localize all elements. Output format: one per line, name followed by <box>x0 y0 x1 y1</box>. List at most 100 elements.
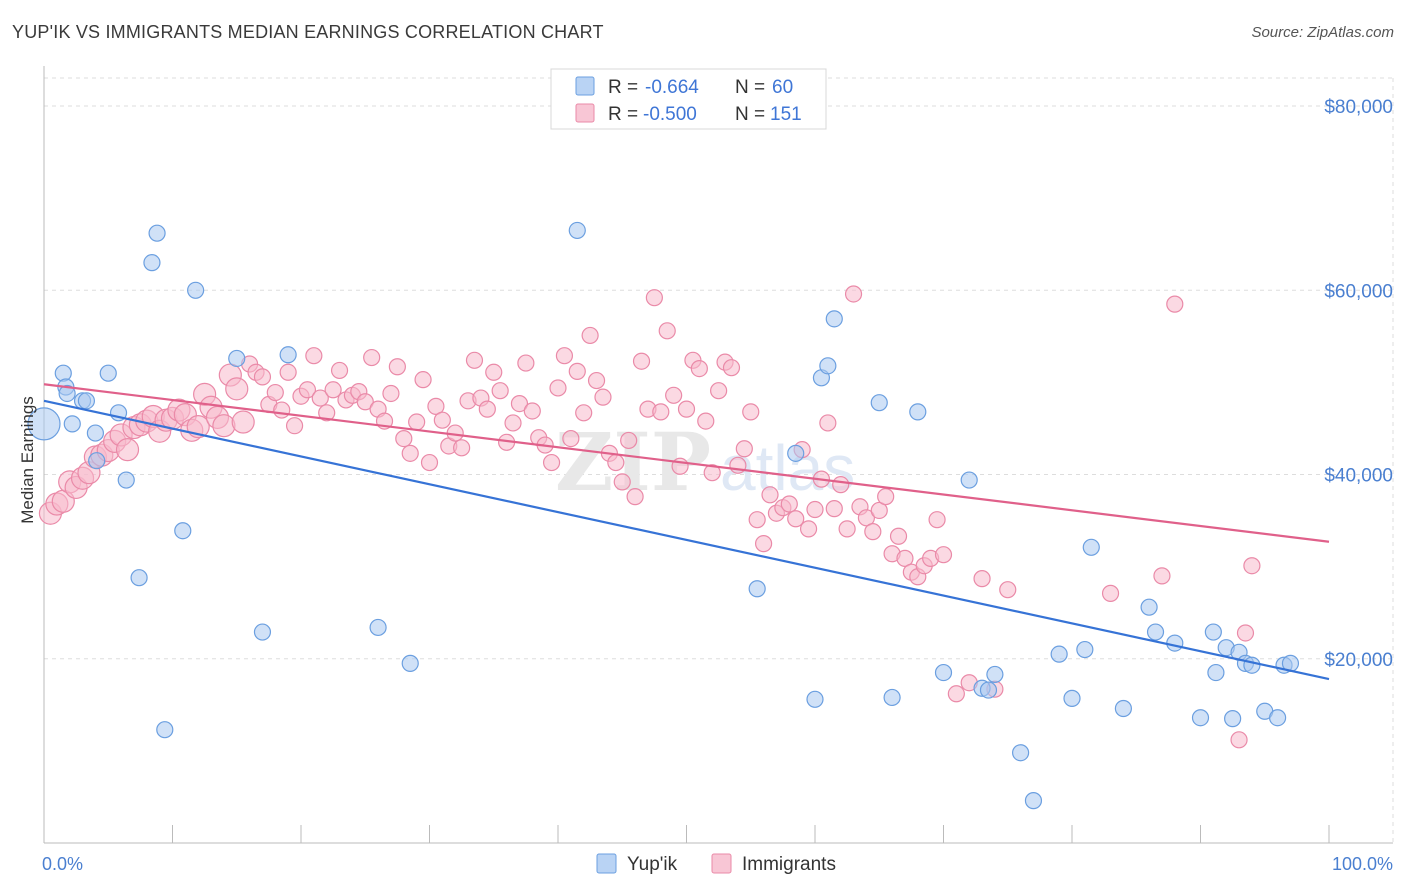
immigrants-point <box>761 486 779 504</box>
immigrants-point <box>710 382 728 400</box>
immigrants-point <box>311 389 329 407</box>
yupik-point <box>1243 656 1261 674</box>
immigrants-point <box>1230 731 1248 749</box>
x-max-label: 100.0% <box>1332 854 1393 874</box>
yupik-point <box>1082 538 1100 556</box>
immigrants-point <box>999 581 1017 599</box>
immigrants-point <box>356 393 374 411</box>
immigrants-point <box>1166 295 1184 313</box>
immigrants-point <box>382 384 400 403</box>
immigrants-point <box>273 401 291 419</box>
immigrants-point <box>722 359 741 377</box>
immigrants-point <box>658 322 676 340</box>
immigrants-point <box>542 453 561 472</box>
immigrants-point <box>690 359 708 378</box>
yupik-point <box>228 349 246 368</box>
yupik-point <box>187 281 205 299</box>
yupik-point <box>870 394 888 412</box>
immigrants-point <box>825 500 843 518</box>
immigrants-point <box>408 413 426 431</box>
immigrants-point <box>645 289 663 307</box>
immigrants-point <box>665 386 683 404</box>
yupik-point <box>369 618 387 637</box>
yupik-point <box>1204 623 1222 641</box>
immigrants-trend-line <box>43 383 1330 543</box>
immigrants-point <box>1243 557 1261 575</box>
immigrants-point <box>1236 624 1255 642</box>
yupik-point <box>787 444 805 462</box>
yupik-point <box>1024 792 1043 810</box>
immigrants-point <box>324 381 342 399</box>
immigrants-point <box>453 439 471 457</box>
immigrants-point <box>510 394 529 413</box>
chart-title: YUP'IK VS IMMIGRANTS MEDIAN EARNINGS COR… <box>12 22 604 42</box>
immigrants-point <box>787 510 805 528</box>
immigrants-point <box>318 404 336 422</box>
yupik-point <box>986 665 1004 684</box>
yupik-point <box>54 364 72 382</box>
yupik-point <box>117 471 135 489</box>
immigrants-point <box>799 520 818 538</box>
y-tick-label: $60,000 <box>1324 281 1393 302</box>
axes <box>43 66 1393 844</box>
immigrants-point <box>581 326 599 345</box>
immigrants-point <box>748 511 766 529</box>
yupik-point <box>63 415 81 433</box>
legend: R = -0.664 N = 60 R = -0.500 N = 151 <box>550 68 827 130</box>
yupik-point <box>1114 699 1133 718</box>
yupik-point <box>1268 709 1287 727</box>
yupik-point <box>99 364 117 382</box>
legend-r-value-1: -0.664 <box>645 77 699 98</box>
immigrants-point <box>832 476 850 494</box>
immigrants-point <box>652 403 670 421</box>
immigrants-point <box>523 402 541 420</box>
immigrants-point <box>780 495 798 513</box>
immigrants-point <box>388 358 406 376</box>
immigrants-point <box>330 361 349 380</box>
immigrants-point <box>298 381 317 399</box>
chart-source: Source: ZipAtlas.com <box>1251 24 1394 41</box>
legend-r-value-2: -0.500 <box>643 104 697 125</box>
y-tick-label: $40,000 <box>1324 466 1393 487</box>
yupik-point <box>156 721 174 739</box>
immigrants-point <box>1101 584 1120 602</box>
yupik-point <box>1063 689 1081 707</box>
x-min-label: 0.0% <box>42 854 83 874</box>
yupik-point <box>819 357 837 375</box>
yupik-point <box>806 690 824 708</box>
immigrants-point <box>212 414 236 438</box>
immigrants-point <box>253 368 272 386</box>
y-axis-title: Median Earnings <box>18 396 37 524</box>
immigrants-point <box>491 382 509 400</box>
legend-r-label-1: R = <box>608 77 638 98</box>
immigrants-point <box>844 285 863 303</box>
immigrants-point <box>607 453 625 472</box>
immigrants-point <box>754 535 773 553</box>
immigrants-point <box>1153 567 1171 585</box>
immigrants-point <box>401 444 419 462</box>
yupik-point <box>1224 710 1242 728</box>
immigrants-point <box>697 412 715 430</box>
immigrants-point <box>305 347 323 365</box>
immigrants-point <box>677 400 696 418</box>
immigrants-point <box>613 473 631 491</box>
immigrants-point <box>504 414 522 432</box>
immigrants-point <box>620 431 638 450</box>
immigrants-points <box>38 285 1261 749</box>
immigrants-point <box>735 440 753 458</box>
yupik-point <box>934 663 953 682</box>
immigrants-point <box>568 362 586 380</box>
yupik-point <box>77 392 96 410</box>
legend-yupik-swatch <box>575 76 595 96</box>
yupik-point <box>1207 663 1225 682</box>
immigrants-point <box>947 685 965 703</box>
yupik-point <box>253 623 272 641</box>
bottom-legend-immigrants-swatch <box>711 853 732 874</box>
immigrants-point <box>414 371 432 389</box>
legend-r-label-2: R = <box>608 104 638 125</box>
trend-lines <box>43 383 1330 681</box>
immigrants-point <box>973 570 991 588</box>
yupik-point <box>27 407 61 441</box>
legend-n-value-2: 151 <box>770 104 802 125</box>
immigrants-point <box>420 453 439 472</box>
